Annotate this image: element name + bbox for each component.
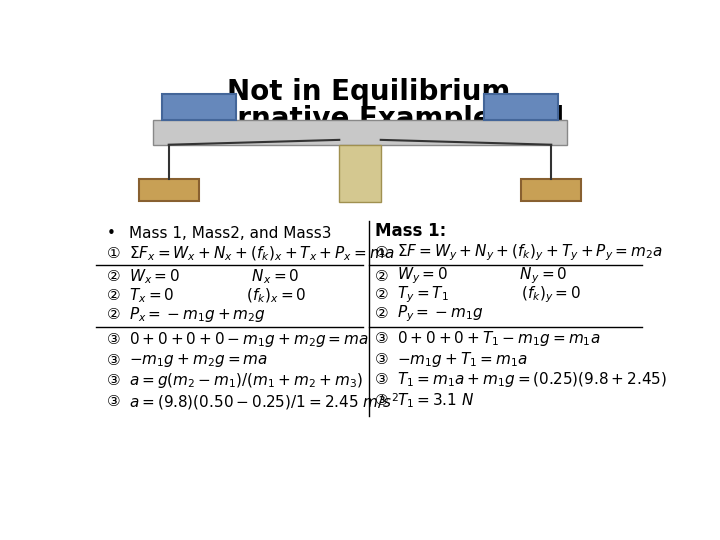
Text: $W_y = 0$               $N_y = 0$: $W_y = 0$ $N_y = 0$ <box>397 266 567 286</box>
Text: ③: ③ <box>374 393 388 408</box>
Text: $W_x = 0$               $N_x = 0$: $W_x = 0$ $N_x = 0$ <box>129 267 300 286</box>
Text: $a = g(m_2-m_1)/(m_1+m_2+m_3)$: $a = g(m_2-m_1)/(m_1+m_2+m_3)$ <box>129 372 363 390</box>
Text: ②: ② <box>374 306 388 321</box>
Text: ②: ② <box>107 307 120 322</box>
FancyBboxPatch shape <box>485 94 558 120</box>
Text: $\Sigma F =W_y+N_y+(f_k)_y+T_y+P_y=m_2a$: $\Sigma F =W_y+N_y+(f_k)_y+T_y+P_y=m_2a$ <box>397 242 663 263</box>
Text: $P_x = -m_1g+m_2g$: $P_x = -m_1g+m_2g$ <box>129 305 266 324</box>
Text: $-m_1g+ T_1=m_1a$: $-m_1g+ T_1=m_1a$ <box>397 350 528 369</box>
Text: ②: ② <box>107 288 120 303</box>
Text: ③: ③ <box>107 332 120 347</box>
FancyBboxPatch shape <box>162 94 235 120</box>
Text: $T_1=m_1a+m_1g = (0.25)(9.8+2.45)$: $T_1=m_1a+m_1g = (0.25)(9.8+2.45)$ <box>397 370 667 389</box>
FancyBboxPatch shape <box>139 179 199 200</box>
Text: ③: ③ <box>374 331 388 346</box>
Text: $T_x = 0$               $(f_k)_x = 0$: $T_x = 0$ $(f_k)_x = 0$ <box>129 286 307 305</box>
Text: ③: ③ <box>374 352 388 367</box>
Text: $a=(9.8)(0.50-0.25)/1=2.45\ m/s^2$: $a=(9.8)(0.50-0.25)/1=2.45\ m/s^2$ <box>129 392 400 412</box>
Text: $T_1 = 3.1\ N$: $T_1 = 3.1\ N$ <box>397 392 474 410</box>
Text: Mass 1, Mass2, and Mass3: Mass 1, Mass2, and Mass3 <box>129 226 331 241</box>
Text: $0+0+0+0-m_1g+m_2g = ma$: $0+0+0+0-m_1g+m_2g = ma$ <box>129 330 369 349</box>
Text: Mass 1:: Mass 1: <box>374 222 446 240</box>
Text: ②: ② <box>374 287 388 302</box>
Text: $0 + 0 + 0 + T_1 - m_1g = m_1a$: $0 + 0 + 0 + T_1 - m_1g = m_1a$ <box>397 329 600 348</box>
Text: $T_y = T_1$               $(f_k)_y = 0$: $T_y = T_1$ $(f_k)_y = 0$ <box>397 285 581 305</box>
Text: $\Sigma F_x=W_x+N_x+(f_k)_x+T_x+P_x=ma$: $\Sigma F_x=W_x+N_x+(f_k)_x+T_x+P_x=ma$ <box>129 245 395 263</box>
FancyBboxPatch shape <box>153 120 567 145</box>
Text: ①: ① <box>107 246 120 261</box>
Text: ③: ③ <box>374 373 388 388</box>
FancyBboxPatch shape <box>339 145 381 202</box>
Text: ③: ③ <box>107 373 120 388</box>
Text: ②: ② <box>374 268 388 284</box>
Text: •: • <box>107 226 116 241</box>
Text: $-m_1g+m_2g=ma$: $-m_1g+m_2g=ma$ <box>129 352 268 368</box>
FancyBboxPatch shape <box>521 179 581 200</box>
Text: Not in Equilibrium: Not in Equilibrium <box>228 78 510 106</box>
Text: $P_y = -m_1g$: $P_y = -m_1g$ <box>397 303 484 324</box>
Text: Alternative Example – 5d: Alternative Example – 5d <box>174 105 564 133</box>
Text: ③: ③ <box>107 394 120 409</box>
Text: ③: ③ <box>107 353 120 368</box>
Text: ①: ① <box>374 245 388 260</box>
Text: ②: ② <box>107 269 120 285</box>
